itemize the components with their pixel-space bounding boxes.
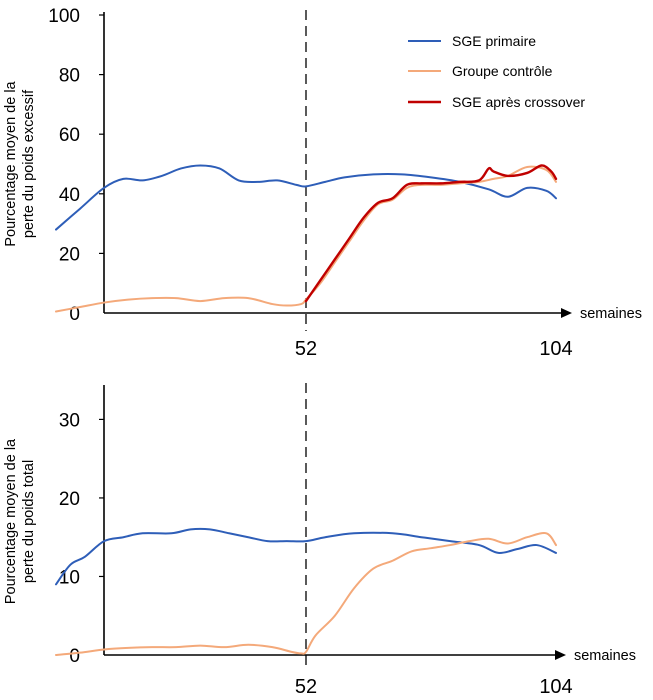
y-axis-label-line: perte du poids total: [21, 460, 37, 583]
x-axis-label: semaines: [580, 306, 642, 322]
y-tick-label: 60: [59, 125, 80, 146]
x-tick-label: 104: [539, 676, 572, 698]
x-axis-arrow: [555, 650, 566, 660]
x-tick-label: 104: [539, 338, 572, 360]
y-tick-label: 40: [59, 185, 80, 206]
series-line: [304, 164, 558, 303]
series-line: [55, 164, 557, 231]
series-line: [55, 532, 557, 656]
y-axis-label-line: perte du poids excessif: [21, 89, 37, 238]
y-axis-label: Pourcentage moyen de la perte du poids to…: [3, 438, 37, 604]
x-axis-arrow: [561, 308, 572, 318]
series-line: [55, 165, 557, 313]
y-axis-label-line: Pourcentage moyen de la: [3, 80, 19, 246]
legend: SGE primaire Groupe contrôle SGE après cro…: [408, 33, 585, 110]
y-tick-label: 0: [69, 646, 80, 667]
x-tick-label: 52: [295, 338, 317, 360]
y-tick-label: 100: [48, 6, 80, 27]
legend-label: SGE après crossover: [452, 94, 585, 110]
y-tick-label: 30: [59, 410, 80, 431]
legend-label: SGE primaire: [452, 33, 536, 49]
y-tick-label: 0: [69, 304, 80, 325]
y-axis-label: Pourcentage moyen de la perte du poids ex…: [3, 80, 37, 246]
panel-excess-weight-loss: 0 20 40 60 80 100 52 104 semaines Pourcentage moy…: [3, 6, 642, 360]
y-tick-label: 10: [59, 567, 80, 588]
x-tick-label: 52: [295, 676, 317, 698]
series-line: [55, 527, 557, 586]
y-tick-label: 80: [59, 66, 80, 87]
y-axis-label-line: Pourcentage moyen de la: [3, 438, 19, 604]
legend-label: Groupe contrôle: [452, 63, 553, 79]
y-tick-label: 20: [59, 244, 80, 265]
x-axis-label: semaines: [574, 648, 636, 664]
y-tick-label: 20: [59, 489, 80, 510]
